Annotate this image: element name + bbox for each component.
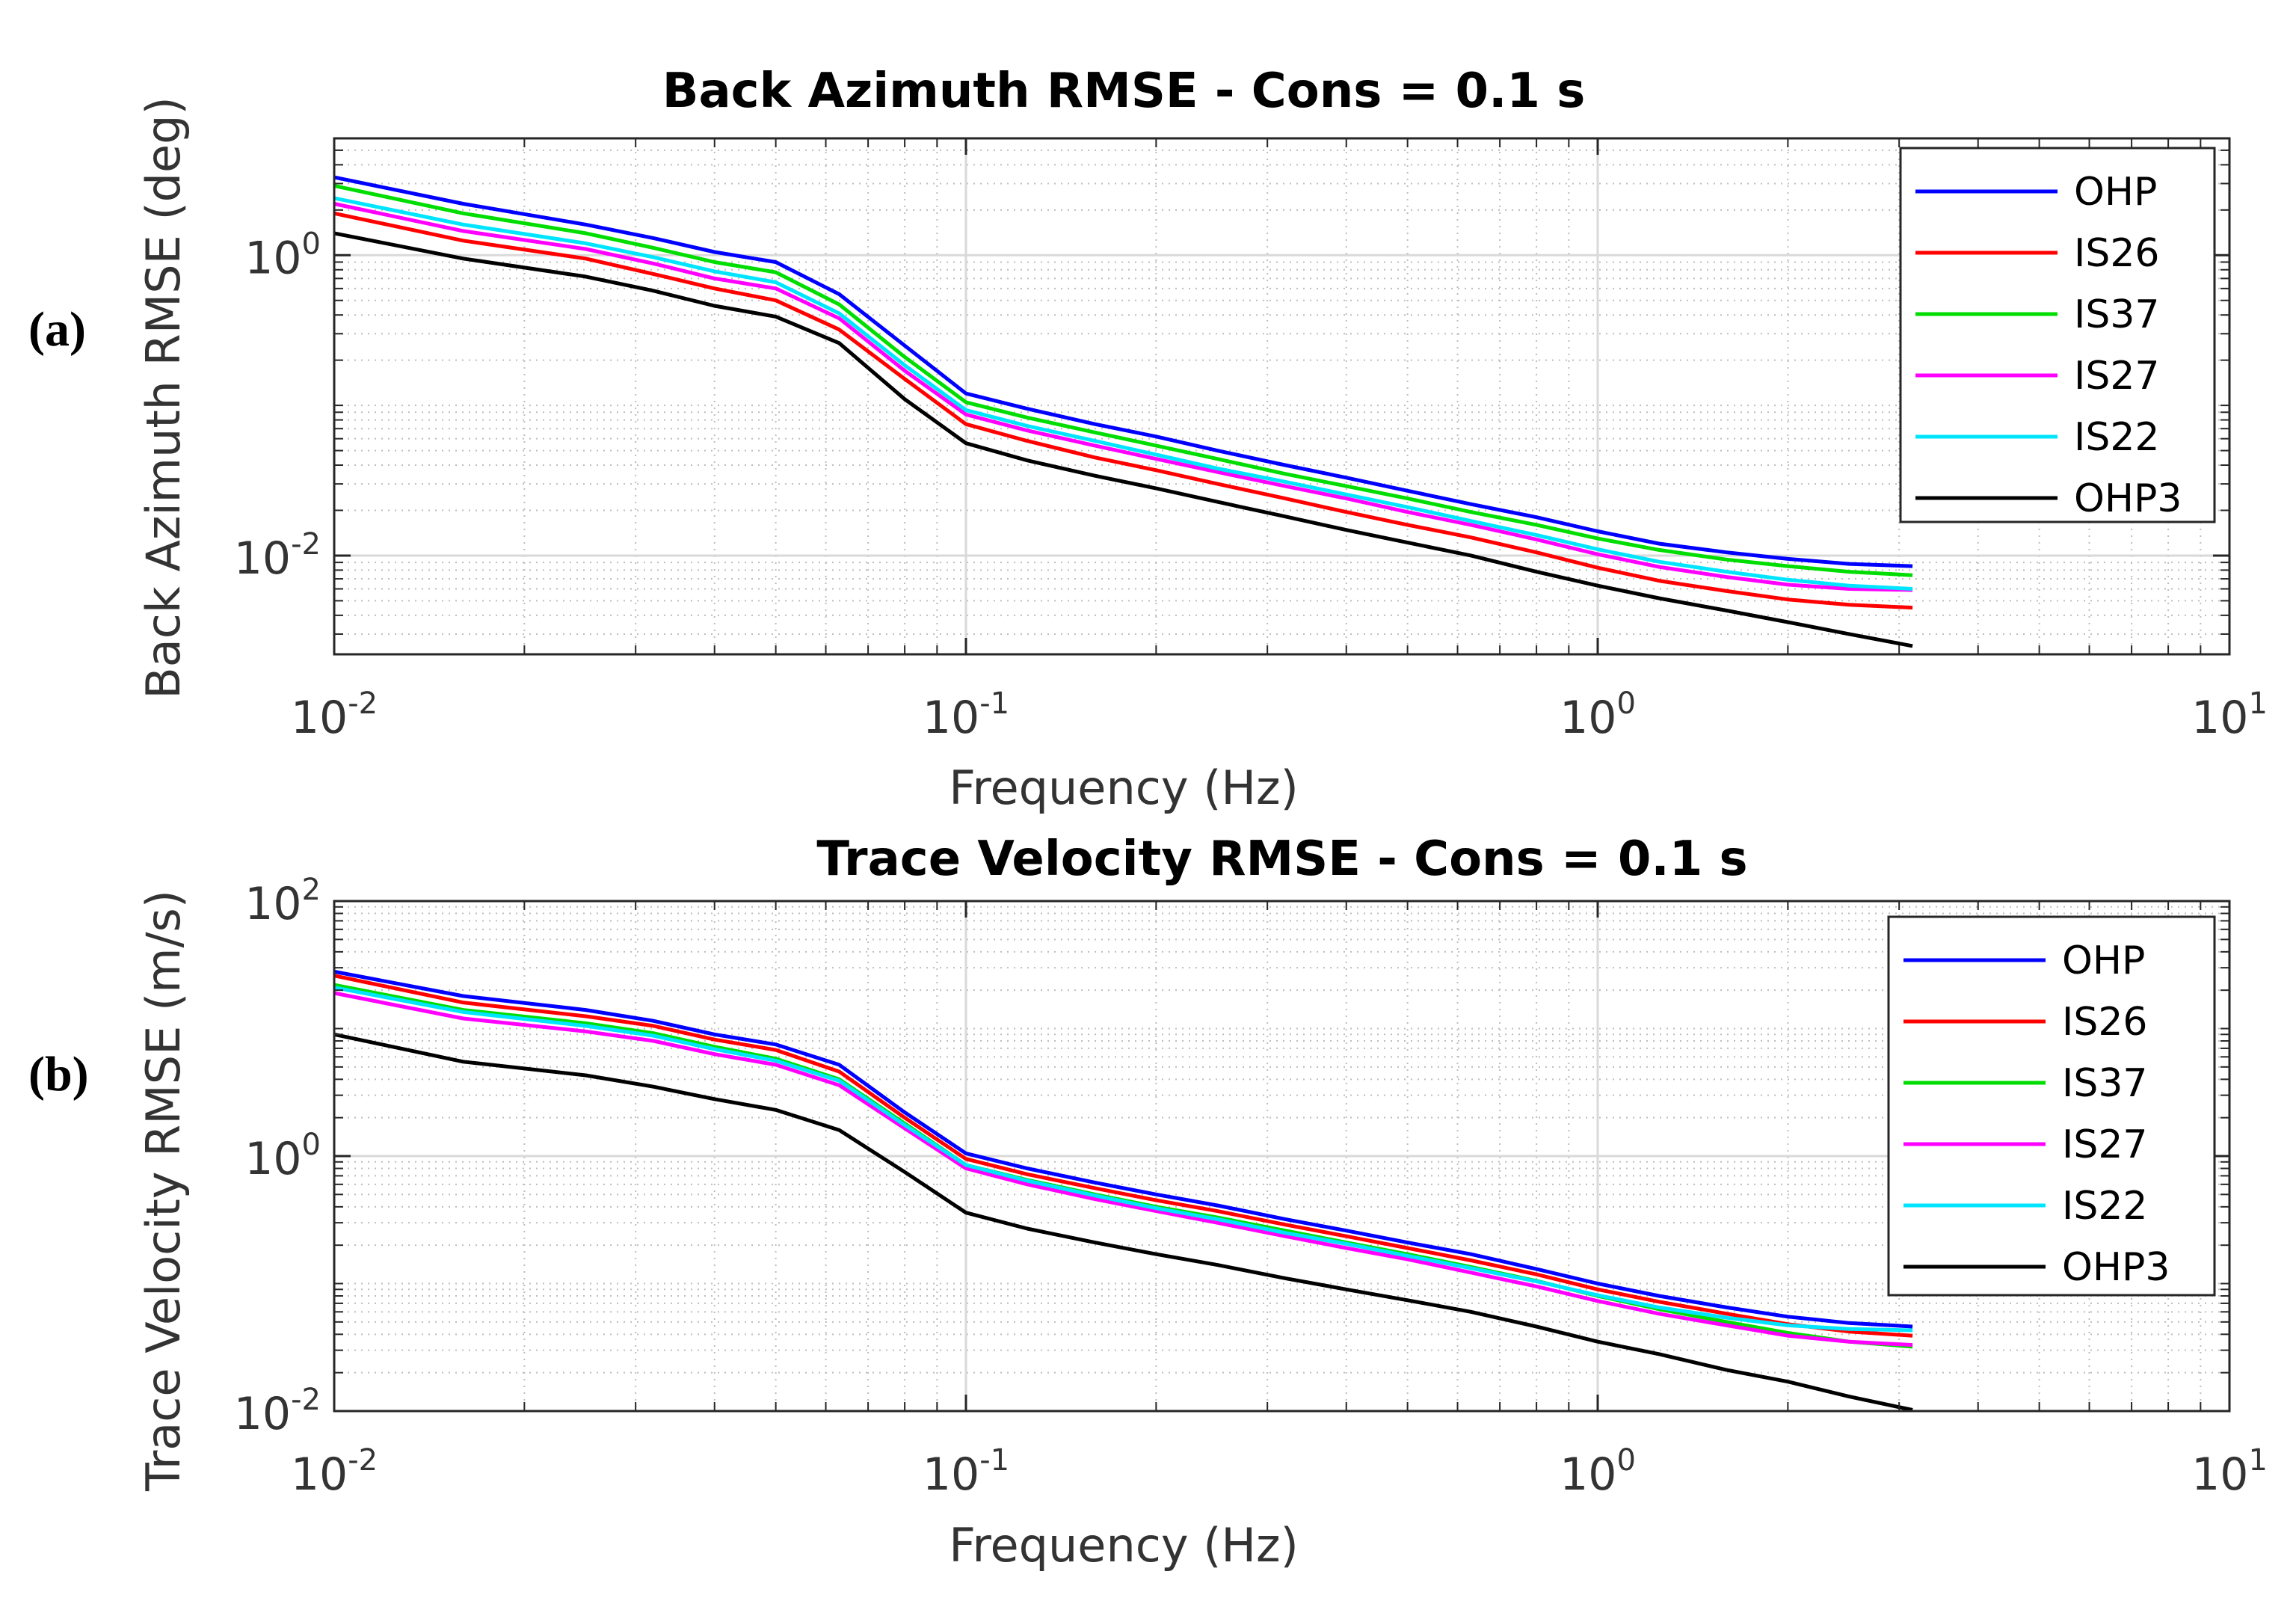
tick-marks [333,900,2231,1413]
panel-label-a: (a) [28,302,86,357]
legend-label-is37: IS37 [2074,292,2160,337]
legend-label-is37: IS37 [2062,1061,2148,1106]
y-axis-label: Back Azimuth RMSE (deg) [136,96,191,698]
x-tick-label: 10-1 [923,686,1009,744]
x-tick-label: 101 [2191,1443,2268,1501]
series-line-ohp3 [333,231,1913,648]
x-tick-label: 100 [1560,686,1636,744]
y-tick-labels: 10-2 100 102 [234,873,321,1440]
x-tick-label: 10-2 [291,1443,378,1501]
legend-label-is26: IS26 [2074,231,2160,276]
x-tick-labels: 10-2 10-1 100 101 [291,686,2268,744]
x-tick-label: 100 [1560,1443,1636,1501]
series-line-is27 [333,991,1913,1348]
series-line-is26 [333,211,1913,610]
series-line-ohp [333,969,1913,1329]
y-tick-label: 10-2 [234,527,321,585]
series-line-is22 [333,986,1913,1333]
x-axis-label: Frequency (Hz) [949,1518,1299,1573]
legend-box [1899,147,2216,523]
legend-label-is22: IS22 [2074,415,2160,460]
y-axis-label: Trace Velocity RMSE (m/s) [136,890,191,1492]
legend-label-ohp: OHP [2074,170,2157,215]
series-group [333,175,1913,648]
legend-label-ohp: OHP [2062,938,2145,983]
y-tick-label: 100 [244,227,321,284]
legend-label-is26: IS26 [2062,1000,2148,1045]
legend-label-ohp3: OHP3 [2062,1245,2170,1290]
x-tick-label: 10-2 [291,686,378,744]
x-axis-label: Frequency (Hz) [949,760,1299,815]
panel-label-b: (b) [28,1047,89,1101]
series-line-ohp [333,175,1913,568]
x-tick-label: 101 [2191,686,2268,744]
x-tick-labels: 10-2 10-1 100 101 [291,1443,2268,1501]
legend: OHP IS26 IS37 IS27 IS22 OHP3 [1887,915,2216,1297]
legend-label-ohp3: OHP3 [2074,476,2182,521]
y-tick-label: 100 [244,1128,321,1185]
legend-box [1887,915,2216,1297]
series-line-is22 [333,196,1913,591]
series-group [333,969,1913,1412]
y-tick-label: 10-2 [234,1383,321,1440]
series-line-is26 [333,974,1913,1338]
legend-label-is27: IS27 [2062,1122,2148,1167]
series-line-is37 [333,183,1913,577]
y-tick-labels: 10-2 100 [234,227,321,585]
back-azimuth-chart: (a) Back Azimuth RMSE - Cons = 0.1 s Bac… [28,64,2268,815]
chart-title: Trace Velocity RMSE - Cons = 0.1 s [816,832,1747,887]
y-tick-label: 102 [244,873,321,930]
series-line-ohp3 [333,1032,1913,1412]
trace-velocity-chart: (b) Trace Velocity RMSE - Cons = 0.1 s T… [28,832,2268,1573]
chart-title: Back Azimuth RMSE - Cons = 0.1 s [662,64,1586,119]
tick-marks [333,138,2231,654]
legend: OHP IS26 IS37 IS27 IS22 OHP3 [1899,147,2216,523]
legend-label-is27: IS27 [2074,354,2160,399]
series-line-is27 [333,202,1913,592]
legend-label-is22: IS22 [2062,1184,2148,1229]
x-tick-label: 10-1 [923,1443,1009,1501]
